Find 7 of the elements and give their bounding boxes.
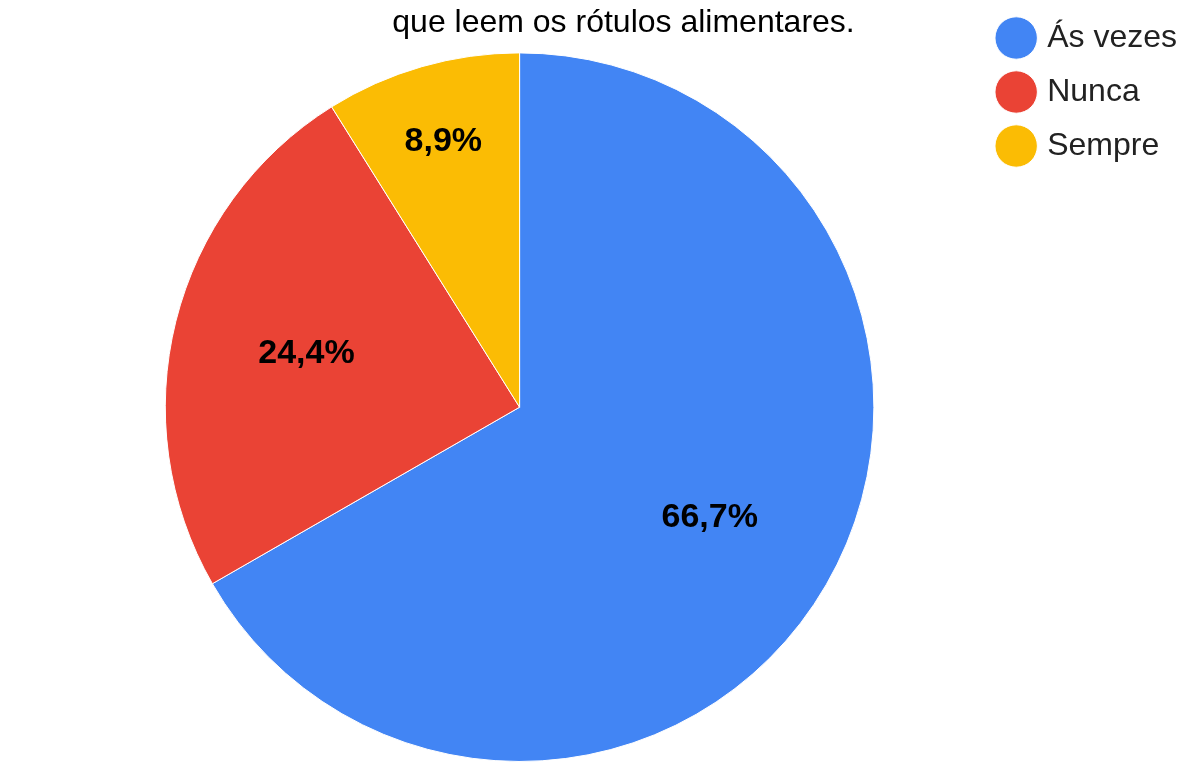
data-label: 24,4% <box>258 332 355 371</box>
legend-label: Nunca <box>1047 71 1140 108</box>
legend-label: Ás vezes <box>1047 17 1177 54</box>
chart-title: que leem os rótulos alimentares. <box>392 3 855 40</box>
data-label: 8,9% <box>404 119 483 158</box>
data-label: 66,7% <box>661 495 758 534</box>
legend-label: Sempre <box>1047 125 1160 162</box>
